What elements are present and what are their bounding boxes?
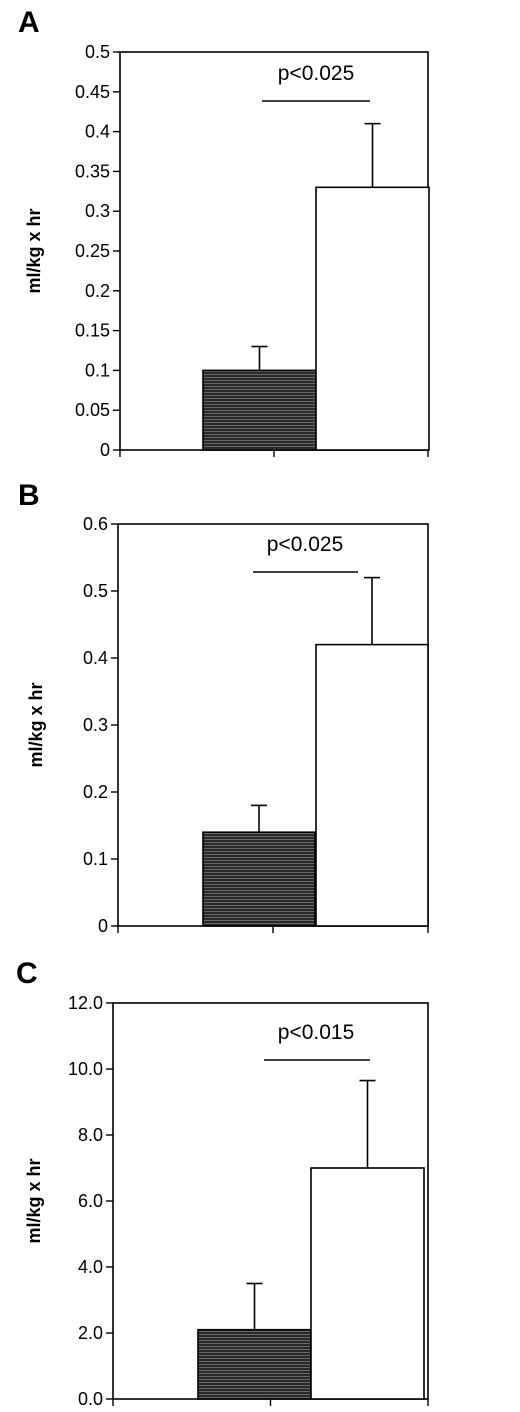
panel-label: A <box>18 6 40 39</box>
y-tick-label: 0.15 <box>75 321 110 341</box>
bar-dark <box>197 1328 312 1400</box>
bar-dark <box>202 831 316 927</box>
bar-light <box>310 1167 425 1400</box>
y-tick-label: 6.0 <box>78 1191 103 1211</box>
y-tick-label: 0.1 <box>83 849 108 869</box>
bar-dark <box>202 369 317 451</box>
y-tick-label: 0.05 <box>75 400 110 420</box>
y-axis-label: ml/kg x hr <box>26 682 46 767</box>
y-tick-label: 0.3 <box>83 715 108 735</box>
y-tick-label: 0.6 <box>83 514 108 534</box>
y-tick-label: 0.3 <box>85 201 110 221</box>
p-value-annotation: p<0.025 <box>278 62 355 85</box>
panel-label: B <box>18 479 40 512</box>
panel-b: 0 0.1 0.2 0.3 0.4 0.5 0.6 p<0.025 Bml/kg x hr <box>18 479 429 936</box>
y-tick-label: 8.0 <box>78 1125 103 1145</box>
y-tick-label: 0.2 <box>85 281 110 301</box>
p-value-annotation: p<0.015 <box>278 1021 355 1044</box>
y-tick-label: 12.0 <box>68 993 103 1013</box>
y-tick-label: 0.4 <box>83 648 108 668</box>
y-axis-label: ml/kg x hr <box>24 208 44 293</box>
y-tick-label: 2.0 <box>78 1323 103 1343</box>
y-tick-label: 0 <box>98 916 108 936</box>
y-tick-label: 4.0 <box>78 1257 103 1277</box>
panel-a: 0 0.05 0.1 0.15 0.2 0.25 0.3 0.35 0.4 0.45 0.5 p<0.… <box>18 6 430 460</box>
y-tick-label: 0 <box>100 440 110 460</box>
bar-light <box>315 186 430 451</box>
y-tick-label: 0.5 <box>85 42 110 62</box>
y-tick-label: 0.1 <box>85 360 110 380</box>
y-axis-label: ml/kg x hr <box>24 1158 44 1243</box>
y-tick-label: 0.4 <box>85 122 110 142</box>
panel-c: 0.0 2.0 4.0 6.0 8.0 10.0 12.0 p<0.015 Cml/kg x h… <box>16 957 429 1409</box>
bar-light <box>315 643 429 927</box>
y-tick-label: 0.0 <box>78 1389 103 1409</box>
y-tick-label: 10.0 <box>68 1059 103 1079</box>
y-tick-label: 0.5 <box>83 581 108 601</box>
panel-label: C <box>16 957 38 990</box>
y-tick-label: 0.45 <box>75 82 110 102</box>
p-value-annotation: p<0.025 <box>267 533 344 556</box>
y-tick-label: 0.2 <box>83 782 108 802</box>
y-tick-label: 0.25 <box>75 241 110 261</box>
y-tick-label: 0.35 <box>75 161 110 181</box>
